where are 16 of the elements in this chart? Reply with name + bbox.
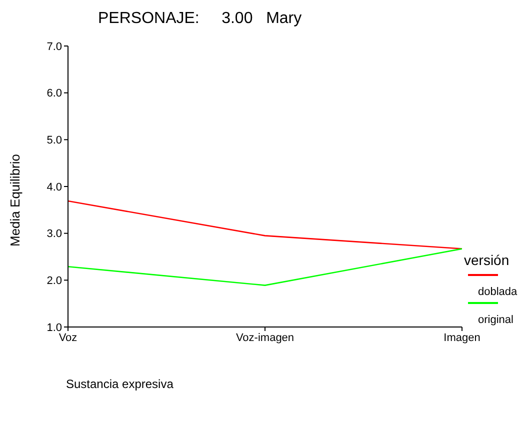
y-tick-label: 5.0	[46, 134, 62, 147]
x-tick-label: Imagen	[444, 332, 480, 344]
x-tick-label: Voz	[58, 332, 78, 344]
y-tick-label: 2.0	[46, 275, 62, 288]
y-axis-title: Media Equilibrio	[8, 154, 23, 246]
chart-title: PERSONAJE: 3.00 Mary	[98, 10, 302, 28]
y-tick-label: 3.0	[46, 228, 62, 240]
x-axis-title: Sustancia expresiva	[66, 377, 174, 391]
legend-label: original	[478, 314, 514, 326]
y-tick-label: 6.0	[46, 88, 62, 100]
y-tick-label: 1.0	[46, 322, 62, 334]
y-tick-label: 7.0	[46, 40, 62, 53]
y-tick-label: 4.0	[46, 181, 62, 194]
legend-label: doblada	[478, 286, 518, 298]
legend-title: versión	[464, 252, 510, 268]
x-tick-label: Voz-imagen	[236, 332, 294, 344]
